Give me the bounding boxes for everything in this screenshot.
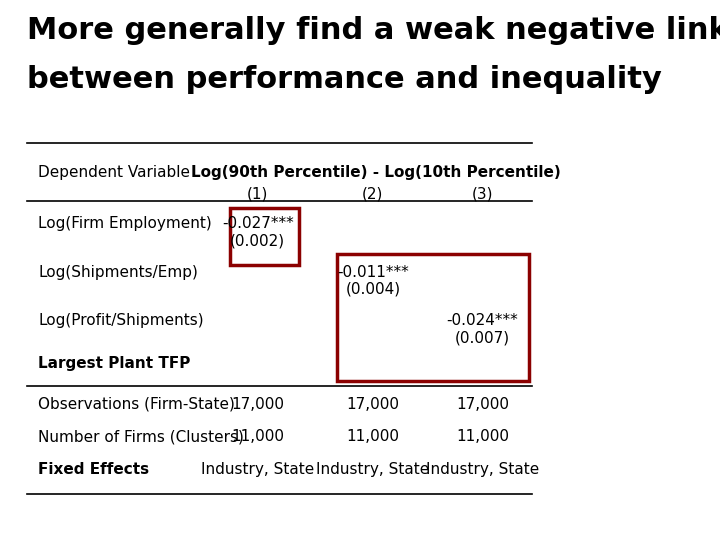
Text: Fixed Effects: Fixed Effects [38, 462, 150, 477]
Text: More generally find a weak negative link: More generally find a weak negative link [27, 16, 720, 45]
Text: Observations (Firm-State): Observations (Firm-State) [38, 397, 235, 412]
Text: Largest Plant TFP: Largest Plant TFP [38, 356, 191, 372]
Text: (1): (1) [247, 186, 269, 201]
Text: between performance and inequality: between performance and inequality [27, 65, 662, 94]
Text: 17,000: 17,000 [456, 397, 509, 412]
Text: Number of Firms (Clusters): Number of Firms (Clusters) [38, 429, 244, 444]
Text: 11,000: 11,000 [346, 429, 400, 444]
Text: Log(90th Percentile) - Log(10th Percentile): Log(90th Percentile) - Log(10th Percenti… [191, 165, 560, 180]
Text: Industry, State: Industry, State [316, 462, 430, 477]
Text: 17,000: 17,000 [231, 397, 284, 412]
Text: 11,000: 11,000 [456, 429, 509, 444]
Text: Log(Firm Employment): Log(Firm Employment) [38, 216, 212, 231]
Text: Industry, State: Industry, State [201, 462, 315, 477]
Text: -0.027***
(0.002): -0.027*** (0.002) [222, 216, 294, 248]
Text: 17,000: 17,000 [346, 397, 400, 412]
Text: 11,000: 11,000 [231, 429, 284, 444]
Text: (2): (2) [362, 186, 384, 201]
Text: Log(Shipments/Emp): Log(Shipments/Emp) [38, 265, 198, 280]
Text: Industry, State: Industry, State [426, 462, 539, 477]
Text: -0.011***
(0.004): -0.011*** (0.004) [337, 265, 409, 297]
Text: (3): (3) [472, 186, 493, 201]
Text: -0.024***
(0.007): -0.024*** (0.007) [446, 313, 518, 346]
Text: Dependent Variable: Dependent Variable [38, 165, 190, 180]
Text: Log(Profit/Shipments): Log(Profit/Shipments) [38, 313, 204, 328]
